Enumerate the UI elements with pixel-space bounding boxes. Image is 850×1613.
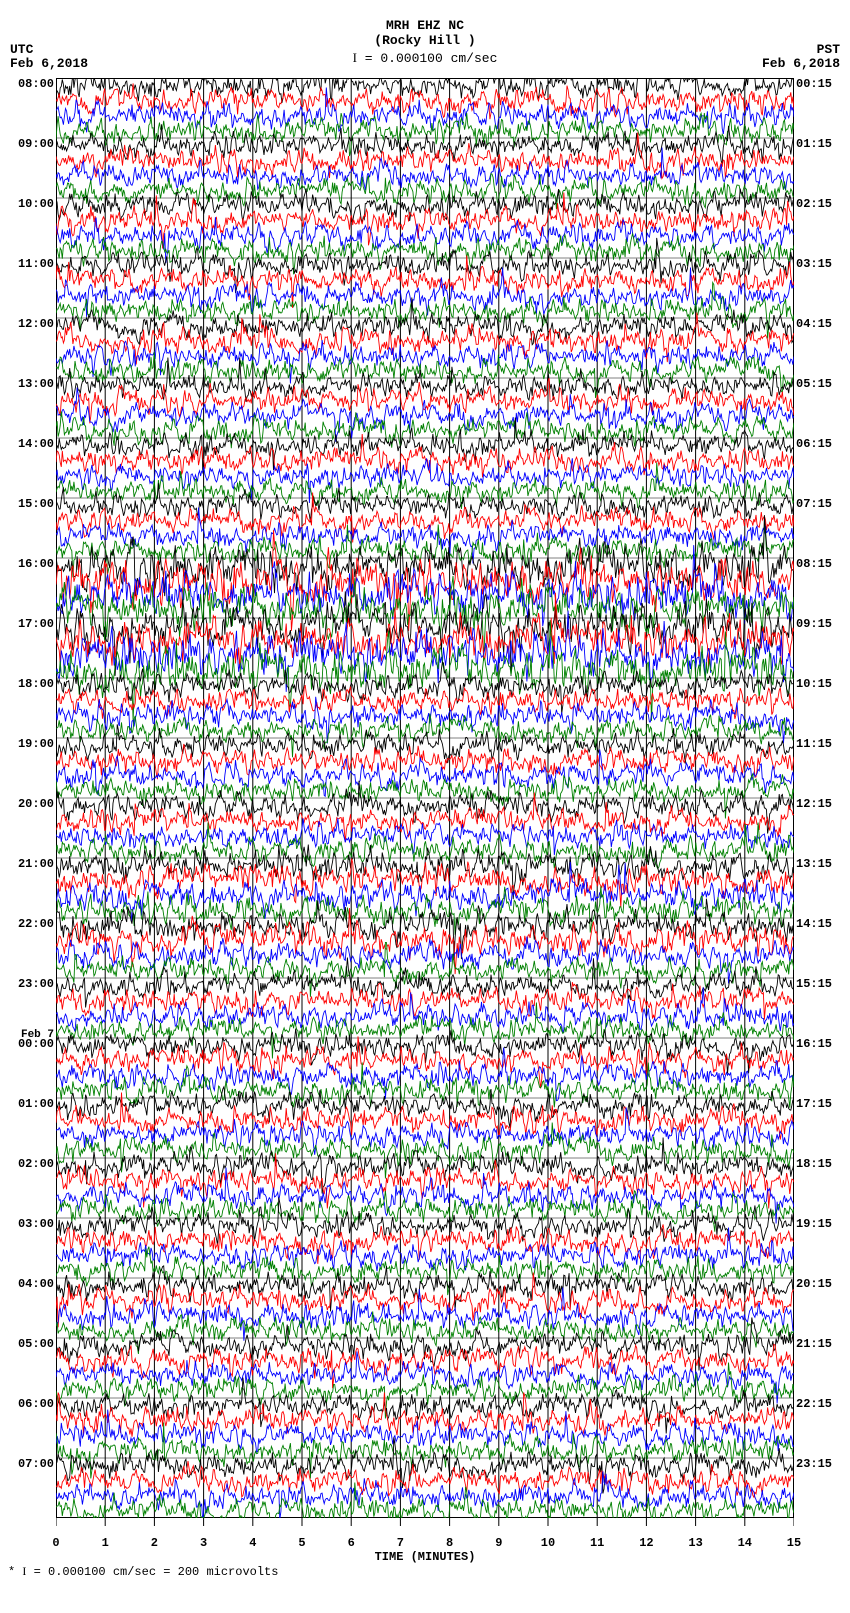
pst-hour-label: 11:15 bbox=[794, 737, 834, 751]
utc-hour-label: 16:00 bbox=[16, 557, 56, 571]
plot-area: 08:0009:0010:0011:0012:0013:0014:0015:00… bbox=[56, 78, 794, 1518]
utc-hour-label: 03:00 bbox=[16, 1217, 56, 1231]
pst-hour-label: 08:15 bbox=[794, 557, 834, 571]
date-left: Feb 6,2018 bbox=[10, 56, 88, 71]
pst-hour-label: 09:15 bbox=[794, 617, 834, 631]
utc-hour-label: 05:00 bbox=[16, 1337, 56, 1351]
utc-hour-label: 07:00 bbox=[16, 1457, 56, 1471]
utc-hour-labels: 08:00 09:00 10:00 11:00 12:00 13:00 14:00 15:00… bbox=[0, 78, 56, 1518]
pst-hour-labels: 00:15 01:15 02:15 03:15 04:15 05:15 06:15 07:15… bbox=[794, 78, 850, 1518]
utc-hour-label: 22:00 bbox=[16, 917, 56, 931]
pst-hour-label: 19:15 bbox=[794, 1217, 834, 1231]
x-tick-label: 8 bbox=[446, 1536, 453, 1550]
footer-scale: * I = 0.000100 cm/sec = 200 microvolts bbox=[8, 1564, 850, 1579]
pst-hour-label: 15:15 bbox=[794, 977, 834, 991]
footer-bar-icon: I bbox=[22, 1564, 26, 1578]
pst-hour-label: 12:15 bbox=[794, 797, 834, 811]
pst-hour-label: 05:15 bbox=[794, 377, 834, 391]
pst-hour-label: 16:15 bbox=[794, 1037, 834, 1051]
scale-legend: I = 0.000100 cm/sec bbox=[0, 50, 850, 66]
x-tick-label: 0 bbox=[52, 1536, 59, 1550]
seismogram-page: MRH EHZ NC (Rocky Hill ) I = 0.000100 cm… bbox=[0, 0, 850, 1579]
station-location: (Rocky Hill ) bbox=[0, 33, 850, 48]
utc-hour-label: 09:00 bbox=[16, 137, 56, 151]
x-tick-label: 1 bbox=[102, 1536, 109, 1550]
x-tick-label: 3 bbox=[200, 1536, 207, 1550]
pst-hour-label: 13:15 bbox=[794, 857, 834, 871]
pst-hour-label: 03:15 bbox=[794, 257, 834, 271]
x-tick-label: 14 bbox=[738, 1536, 752, 1550]
utc-hour-label: 12:00 bbox=[16, 317, 56, 331]
utc-hour-label: 19:00 bbox=[16, 737, 56, 751]
utc-hour-label: 06:00 bbox=[16, 1397, 56, 1411]
x-tick-label: 7 bbox=[397, 1536, 404, 1550]
x-axis: TIME (MINUTES) 0123456789101112131415 bbox=[56, 1518, 794, 1558]
x-tick-label: 9 bbox=[495, 1536, 502, 1550]
pst-hour-label: 20:15 bbox=[794, 1277, 834, 1291]
utc-hour-label: 17:00 bbox=[16, 617, 56, 631]
utc-hour-label: 14:00 bbox=[16, 437, 56, 451]
header: MRH EHZ NC (Rocky Hill ) I = 0.000100 cm… bbox=[0, 0, 850, 78]
scale-text: = 0.000100 cm/sec bbox=[365, 51, 498, 66]
utc-hour-label: 23:00 bbox=[16, 977, 56, 991]
footer-text: = 0.000100 cm/sec = 200 microvolts bbox=[34, 1565, 279, 1579]
footer-prefix: * bbox=[8, 1565, 15, 1579]
pst-hour-label: 04:15 bbox=[794, 317, 834, 331]
utc-hour-label: 01:00 bbox=[16, 1097, 56, 1111]
timezone-right: PST bbox=[817, 42, 840, 57]
scale-bar-icon: I bbox=[353, 50, 357, 65]
utc-hour-label: 13:00 bbox=[16, 377, 56, 391]
pst-hour-label: 07:15 bbox=[794, 497, 834, 511]
date-right: Feb 6,2018 bbox=[762, 56, 840, 71]
utc-hour-label: 21:00 bbox=[16, 857, 56, 871]
pst-hour-label: 02:15 bbox=[794, 197, 834, 211]
x-tick-label: 2 bbox=[151, 1536, 158, 1550]
utc-hour-label: 02:00 bbox=[16, 1157, 56, 1171]
station-code: MRH EHZ NC bbox=[0, 18, 850, 33]
x-tick-label: 13 bbox=[688, 1536, 702, 1550]
utc-hour-label: 18:00 bbox=[16, 677, 56, 691]
helicorder-plot bbox=[56, 78, 794, 1518]
pst-hour-label: 23:15 bbox=[794, 1457, 834, 1471]
x-tick-label: 4 bbox=[249, 1536, 256, 1550]
pst-hour-label: 21:15 bbox=[794, 1337, 834, 1351]
pst-hour-label: 10:15 bbox=[794, 677, 834, 691]
x-tick-label: 12 bbox=[639, 1536, 653, 1550]
pst-hour-label: 17:15 bbox=[794, 1097, 834, 1111]
utc-hour-label: 20:00 bbox=[16, 797, 56, 811]
utc-hour-label: 10:00 bbox=[16, 197, 56, 211]
pst-hour-label: 14:15 bbox=[794, 917, 834, 931]
x-tick-label: 5 bbox=[298, 1536, 305, 1550]
utc-hour-label: 15:00 bbox=[16, 497, 56, 511]
x-tick-label: 10 bbox=[541, 1536, 555, 1550]
utc-hour-label: 04:00 bbox=[16, 1277, 56, 1291]
x-tick-label: 6 bbox=[348, 1536, 355, 1550]
utc-hour-label: 11:00 bbox=[16, 257, 56, 271]
pst-hour-label: 22:15 bbox=[794, 1397, 834, 1411]
x-axis-title: TIME (MINUTES) bbox=[375, 1550, 476, 1564]
x-tick-label: 15 bbox=[787, 1536, 801, 1550]
pst-hour-label: 06:15 bbox=[794, 437, 834, 451]
utc-hour-label: 08:00 bbox=[16, 77, 56, 91]
pst-hour-label: 01:15 bbox=[794, 137, 834, 151]
pst-hour-label: 00:15 bbox=[794, 77, 834, 91]
timezone-left: UTC bbox=[10, 42, 33, 57]
utc-hour-label: 00:00 bbox=[16, 1037, 56, 1051]
pst-hour-label: 18:15 bbox=[794, 1157, 834, 1171]
x-tick-label: 11 bbox=[590, 1536, 604, 1550]
